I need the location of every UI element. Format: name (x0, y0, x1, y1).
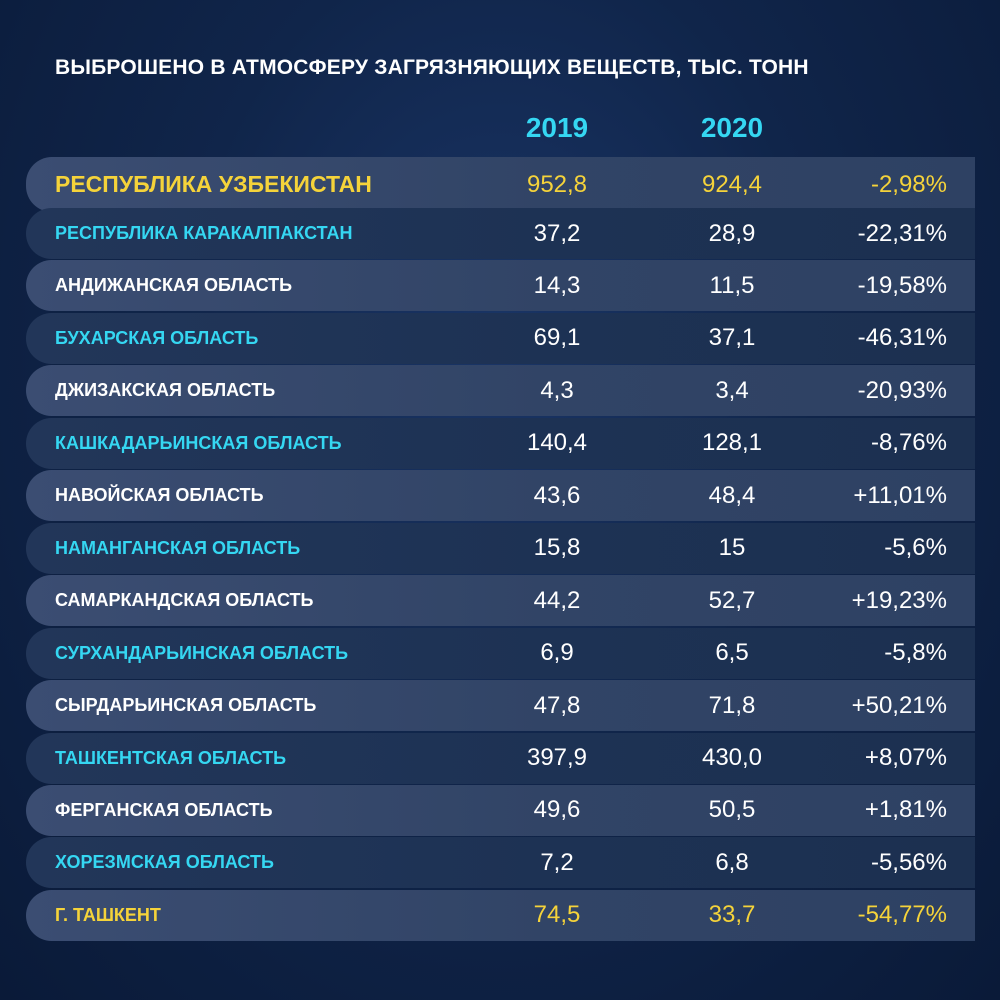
value-2019: 14,3 (533, 271, 581, 299)
value-2019: 140,4 (526, 429, 588, 457)
change-percent: -19,58% (857, 271, 947, 299)
change-percent: -46,31% (857, 324, 947, 352)
table-row: НАМАНГАНСКАЯ ОБЛАСТЬ 15,8 15 -5,6% (26, 522, 975, 574)
change-percent: -20,93% (857, 376, 947, 404)
table-row: Г. ТАШКЕНТ 74,5 33,7 -54,77% (26, 889, 975, 941)
table-row: АНДИЖАНСКАЯ ОБЛАСТЬ 14,3 11,5 -19,58% (26, 260, 975, 312)
value-2019: 49,6 (533, 796, 581, 824)
value-2019: 47,8 (533, 691, 581, 719)
region-name: ТАШКЕНТСКАЯ ОБЛАСТЬ (55, 747, 287, 768)
change-percent: -5,56% (870, 848, 947, 876)
region-name: КАШКАДАРЬИНСКАЯ ОБЛАСТЬ (55, 432, 342, 453)
change-percent: +11,01% (853, 481, 947, 509)
value-2020: 6,5 (715, 639, 749, 667)
region-name: БУХАРСКАЯ ОБЛАСТЬ (55, 327, 259, 348)
column-header-2019: 2019 (525, 112, 589, 143)
table-row: ХОРЕЗМСКАЯ ОБЛАСТЬ 7,2 6,8 -5,56% (26, 837, 975, 889)
table-row: СЫРДАРЬИНСКАЯ ОБЛАСТЬ 47,8 71,8 +50,21% (26, 680, 975, 732)
table-row: НАВОЙСКАЯ ОБЛАСТЬ 43,6 48,4 +11,01% (26, 470, 975, 522)
change-percent: +50,21% (851, 691, 947, 719)
value-2019: 37,2 (533, 219, 581, 247)
change-percent: +8,07% (864, 744, 947, 771)
value-2019: 6,9 (540, 639, 574, 667)
region-name: СЫРДАРЬИНСКАЯ ОБЛАСТЬ (55, 695, 317, 716)
region-name: СУРХАНДАРЬИНСКАЯ ОБЛАСТЬ (55, 642, 349, 663)
change-percent: -8,76% (870, 429, 947, 457)
region-name: НАМАНГАНСКАЯ ОБЛАСТЬ (55, 537, 301, 558)
value-2019: 952,8 (526, 170, 588, 198)
value-2020: 128,1 (701, 429, 763, 457)
value-2019: 69,1 (533, 324, 581, 352)
table-row: САМАРКАНДСКАЯ ОБЛАСТЬ 44,2 52,7 +19,23% (26, 575, 975, 627)
region-name: РЕСПУБЛИКА УЗБЕКИСТАН (55, 171, 372, 197)
value-2020: 11,5 (709, 271, 755, 299)
value-2019: 7,2 (540, 848, 574, 876)
column-header-2020: 2020 (700, 112, 764, 143)
value-2020: 6,8 (715, 848, 749, 876)
change-percent: -2,98% (870, 170, 947, 198)
value-2019: 397,9 (526, 744, 588, 771)
value-2020: 3,4 (715, 376, 749, 404)
table-row: СУРХАНДАРЬИНСКАЯ ОБЛАСТЬ 6,9 6,5 -5,8% (26, 627, 975, 679)
value-2020: 430,0 (701, 744, 763, 771)
value-2020: 71,8 (708, 691, 756, 719)
value-2019: 44,2 (533, 586, 581, 614)
value-2020: 15 (718, 534, 746, 562)
change-percent: -22,31% (857, 219, 947, 247)
region-name: НАВОЙСКАЯ ОБЛАСТЬ (55, 485, 264, 506)
region-name: Г. ТАШКЕНТ (55, 904, 161, 925)
change-percent: -54,77% (857, 901, 947, 929)
table-row: КАШКАДАРЬИНСКАЯ ОБЛАСТЬ 140,4 128,1 -8,76% (26, 417, 975, 469)
value-2020: 28,9 (708, 219, 756, 247)
chart-title: ВЫБРОШЕНО В АТМОСФЕРУ ЗАГРЯЗНЯЮЩИХ ВЕЩЕС… (55, 56, 809, 79)
region-name: РЕСПУБЛИКА КАРАКАЛПАКСТАН (55, 223, 353, 243)
value-2019: 74,5 (533, 901, 581, 929)
value-2019: 15,8 (533, 534, 581, 562)
change-percent: +1,81% (864, 796, 947, 824)
value-2020: 50,5 (708, 796, 756, 824)
table-row: ФЕРГАНСКАЯ ОБЛАСТЬ 49,6 50,5 +1,81% (26, 784, 975, 836)
table-row: БУХАРСКАЯ ОБЛАСТЬ 69,1 37,1 -46,31% (26, 312, 975, 364)
change-percent: +19,23% (851, 586, 947, 614)
value-2020: 52,7 (708, 586, 756, 614)
change-percent: -5,6% (884, 534, 947, 562)
region-name: ДЖИЗАКСКАЯ ОБЛАСТЬ (55, 380, 276, 401)
value-2020: 924,4 (701, 170, 763, 198)
table-row: РЕСПУБЛИКА УЗБЕКИСТАН 952,8 924,4 -2,98% (26, 157, 975, 212)
table-row: РЕСПУБЛИКА КАРАКАЛПАКСТАН 37,2 28,9 -22,31% (26, 208, 975, 259)
region-name: САМАРКАНДСКАЯ ОБЛАСТЬ (55, 590, 314, 611)
value-2020: 33,7 (708, 901, 756, 929)
value-2019: 4,3 (540, 376, 574, 404)
value-2020: 37,1 (708, 324, 756, 352)
value-2020: 48,4 (708, 481, 756, 509)
table-row: ДЖИЗАКСКАЯ ОБЛАСТЬ 4,3 3,4 -20,93% (26, 365, 975, 417)
region-name: ФЕРГАНСКАЯ ОБЛАСТЬ (55, 799, 273, 820)
table-row: ТАШКЕНТСКАЯ ОБЛАСТЬ 397,9 430,0 +8,07% (26, 732, 975, 784)
change-percent: -5,8% (884, 639, 947, 667)
value-2019: 43,6 (533, 481, 581, 509)
region-name: ХОРЕЗМСКАЯ ОБЛАСТЬ (55, 852, 274, 873)
region-name: АНДИЖАНСКАЯ ОБЛАСТЬ (55, 275, 293, 296)
